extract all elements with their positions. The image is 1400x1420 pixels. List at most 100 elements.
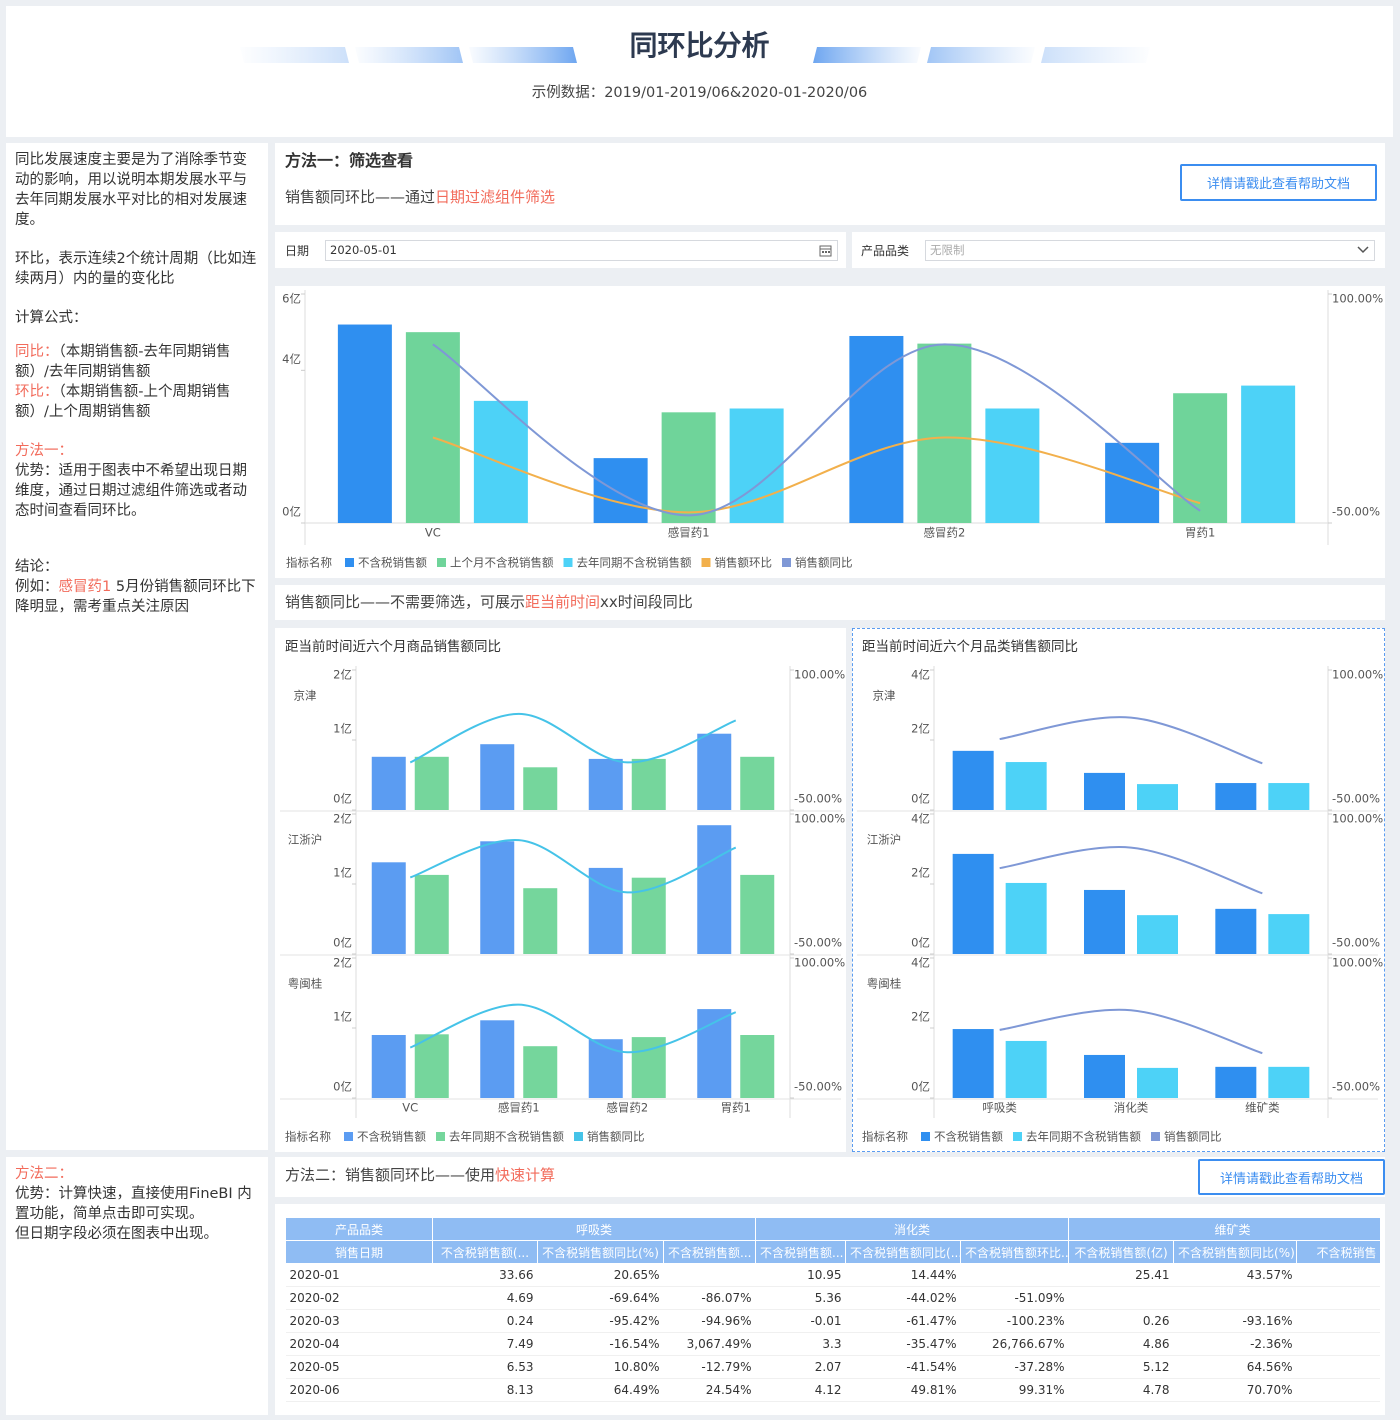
tick-label: 4亿: [282, 352, 301, 366]
desc-prefix: 方法二：销售额同环比——使用: [285, 1166, 496, 1184]
bar: [588, 867, 623, 954]
tick-label: 0亿: [333, 936, 352, 950]
tick-label: -50.00%: [794, 1080, 842, 1094]
help-button[interactable]: 详情请戳此查看帮助文档: [1198, 1159, 1385, 1195]
legend-label: 销售额同比: [587, 1130, 645, 1144]
table-cell: 5.12: [1068, 1355, 1174, 1379]
tick-label: -50.00%: [1332, 936, 1380, 950]
page-title: 同环比分析: [629, 29, 770, 62]
bar: [523, 888, 558, 954]
bar: [593, 458, 648, 523]
bar: [588, 1039, 623, 1098]
tick-label: 1亿: [333, 866, 352, 880]
tick-label: 6亿: [282, 292, 301, 306]
tick-label: 4亿: [911, 956, 930, 970]
table-cell: -51.09%: [960, 1286, 1069, 1310]
formula-text: （本期销售额-去年同期销售额）/去年同期销售额: [15, 344, 231, 380]
tick-label: 1亿: [333, 1010, 352, 1024]
bar: [697, 825, 732, 954]
bar: [1173, 393, 1228, 523]
table-cell: 24.54%: [663, 1378, 756, 1402]
conclusion-highlight: 感冒药1: [58, 579, 112, 595]
legend-swatch: [1013, 1132, 1022, 1141]
column-header: 不含税销售额同比(...: [845, 1240, 962, 1264]
bar: [1268, 783, 1310, 810]
bar: [952, 1029, 994, 1098]
header-cell: 产品品类: [285, 1217, 433, 1241]
table-cell: 5.36: [755, 1286, 846, 1310]
product-chart-panel: 距当前时间近六个月商品销售额同比 京津 0亿 1亿 2亿 -50.00% 100.00% 江浙…: [275, 628, 846, 1152]
bar: [1005, 762, 1047, 810]
line: [999, 1008, 1263, 1055]
tick-label: 100.00%: [1332, 668, 1383, 682]
icon-part: [822, 251, 824, 253]
bar: [917, 343, 972, 523]
conclusion-suffix: 5月份销售额同环比下降明显，需考重点关注原因: [15, 579, 256, 615]
group-header: 消化类: [755, 1217, 1070, 1241]
bar: [697, 733, 732, 810]
method2-desc: 方法二：销售额同环比——使用快速计算: [285, 1165, 555, 1185]
legend-label: 去年同期不含税销售额: [449, 1130, 564, 1144]
table-cell: 25.41: [1068, 1263, 1174, 1287]
bar: [480, 744, 515, 810]
x-tick-label: 消化类: [1114, 1101, 1149, 1115]
bar: [697, 1009, 732, 1098]
category-filter: 产品品类 无限制: [852, 232, 1385, 268]
filter-label: 日期: [285, 244, 310, 258]
help-button[interactable]: 详情请戳此查看帮助文档: [1180, 164, 1377, 201]
bar: [414, 874, 449, 954]
desc-highlight: 日期过滤组件筛选: [435, 188, 556, 206]
bar: [952, 853, 994, 954]
legend-swatch: [344, 1132, 353, 1141]
bar: [1241, 385, 1296, 523]
tick-label: 0亿: [911, 1080, 930, 1094]
table-cell: 7.49: [432, 1332, 538, 1356]
table-cell: 2020-02: [285, 1286, 433, 1310]
table-cell: 2020-05: [285, 1355, 433, 1379]
bar: [849, 335, 904, 523]
legend-swatch: [1151, 1132, 1160, 1141]
line: [999, 846, 1263, 895]
column-header: 不含税销售额同比(%): [537, 1240, 664, 1264]
tick-label: 0亿: [282, 505, 301, 519]
panel-label: 粤闽桂: [288, 977, 323, 991]
bar: [523, 1046, 558, 1098]
table-cell: 4.86: [1068, 1332, 1174, 1356]
tick-label: 100.00%: [1332, 956, 1383, 970]
decor-bar: [355, 47, 463, 63]
bar: [1215, 908, 1257, 954]
formula-label: 同比：: [15, 344, 59, 360]
date-input[interactable]: 2020-05-01: [325, 240, 838, 261]
bar: [1268, 1066, 1310, 1098]
desc-suffix: xx时间段同比: [600, 593, 693, 611]
table-cell: -69.64%: [537, 1286, 664, 1310]
table-cell: 8.13: [432, 1378, 538, 1402]
bar: [1084, 772, 1125, 810]
table-cell: 99.31%: [960, 1378, 1069, 1402]
desc-prefix: 销售额同比——不需要筛选，可展示: [285, 593, 526, 611]
table-cell: 4.69: [432, 1286, 538, 1310]
table-cell: 2.07: [755, 1355, 846, 1379]
formula-text: （本期销售额-上个周期销售额）/上个周期销售额: [15, 384, 231, 420]
bar: [414, 756, 449, 810]
table-cell: [1068, 1286, 1174, 1310]
yoy-desc-panel: 销售额同比——不需要筛选，可展示距当前时间xx时间段同比: [275, 585, 1385, 620]
bar: [473, 400, 528, 523]
table-panel: 产品品类 呼吸类 消化类 维矿类 销售日期 不含税销售额(... 不含税销售额同比(%) 不含…: [275, 1204, 1385, 1415]
header-panel: 同环比分析 示例数据：2019/01-2019/06&2020-01-2020/…: [6, 6, 1393, 137]
bar: [1268, 914, 1310, 954]
category-select[interactable]: 无限制: [925, 240, 1375, 261]
bar: [952, 750, 994, 810]
bar: [1105, 442, 1160, 523]
legend-label: 上个月不含税销售额: [450, 556, 554, 570]
table-cell: 10.80%: [537, 1355, 664, 1379]
tick-label: 0亿: [333, 792, 352, 806]
sidebar-2: 方法二： 优势：计算快速，直接使用FineBI 内置功能，简单点击即可实现。 但…: [6, 1157, 268, 1415]
legend-swatch: [437, 558, 446, 567]
panel-label: 江浙沪: [288, 833, 323, 847]
x-tick-label: 感冒药1: [668, 526, 710, 540]
filter-label: 产品品类: [861, 244, 910, 258]
table-cell: -37.28%: [960, 1355, 1069, 1379]
